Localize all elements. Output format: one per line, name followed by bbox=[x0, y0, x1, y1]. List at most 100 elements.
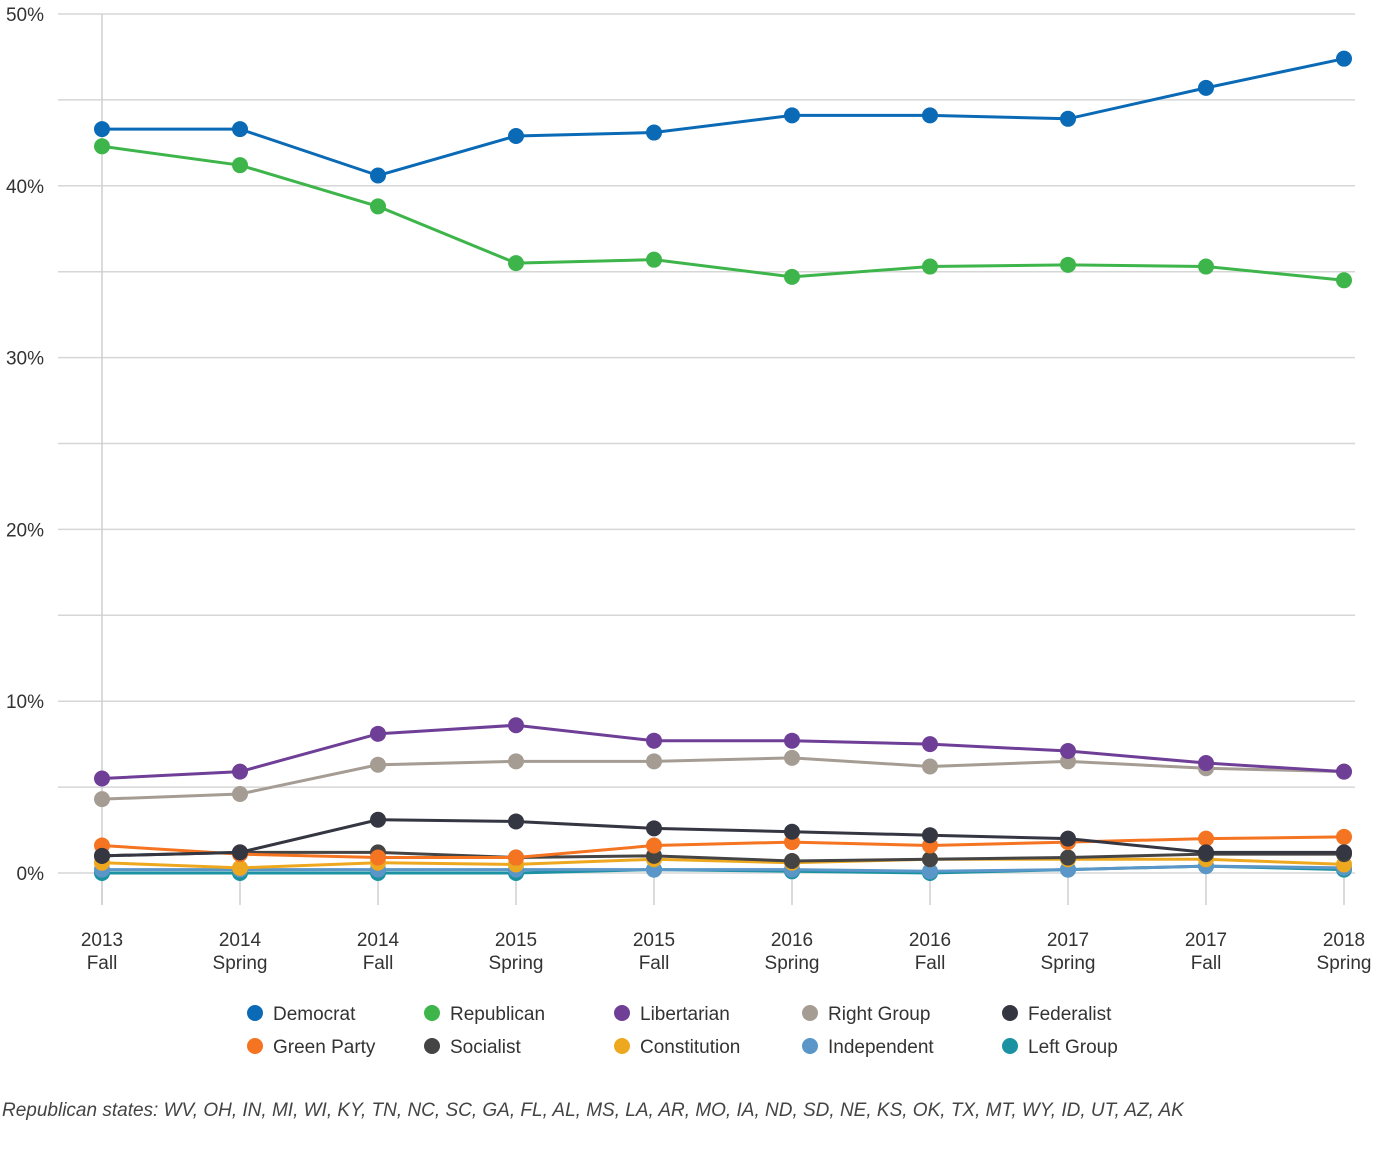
x-tick-label: Fall bbox=[363, 953, 394, 974]
x-tick-label: Fall bbox=[639, 953, 670, 974]
data-point bbox=[94, 791, 110, 808]
data-point bbox=[922, 827, 938, 844]
x-tick-label: 2014 bbox=[357, 930, 400, 951]
data-point bbox=[1198, 830, 1214, 847]
data-point bbox=[232, 859, 248, 876]
series-line bbox=[101, 723, 1345, 781]
legend-marker bbox=[1002, 1005, 1018, 1021]
series-line bbox=[101, 850, 1344, 863]
data-point bbox=[784, 823, 800, 840]
legend-marker bbox=[802, 1005, 818, 1021]
legend-label: Socialist bbox=[450, 1037, 521, 1058]
y-tick-label: 20% bbox=[6, 520, 44, 541]
data-point bbox=[784, 732, 800, 749]
data-point bbox=[94, 121, 110, 138]
data-point bbox=[370, 725, 386, 742]
data-point bbox=[1198, 844, 1214, 861]
data-point bbox=[1060, 256, 1076, 273]
legend-label: Green Party bbox=[273, 1037, 376, 1058]
legend-marker bbox=[802, 1038, 818, 1054]
y-tick-label: 50% bbox=[6, 5, 44, 26]
legend-item: Federalist bbox=[1002, 1004, 1112, 1025]
y-tick-label: 40% bbox=[6, 177, 44, 198]
data-point bbox=[646, 251, 662, 268]
data-point bbox=[1060, 110, 1076, 127]
x-tick-label: Fall bbox=[915, 953, 946, 974]
data-point bbox=[232, 785, 248, 802]
x-tick-label: 2016 bbox=[771, 930, 813, 951]
data-point bbox=[508, 849, 524, 866]
x-tick-label: Spring bbox=[765, 953, 820, 974]
data-point bbox=[922, 758, 938, 775]
data-point bbox=[508, 717, 524, 734]
data-point bbox=[1060, 743, 1076, 760]
legend-item: Libertarian bbox=[614, 1004, 730, 1025]
x-tick-label: 2015 bbox=[495, 930, 537, 951]
series-line bbox=[101, 857, 1345, 870]
series-line bbox=[101, 818, 1344, 858]
legend-label: Independent bbox=[828, 1037, 934, 1058]
series-line bbox=[101, 835, 1345, 860]
y-tick-label: 30% bbox=[6, 349, 44, 370]
data-point bbox=[232, 157, 248, 174]
series-federalist bbox=[94, 811, 1352, 864]
series-democrat bbox=[94, 50, 1352, 184]
data-point bbox=[1336, 763, 1352, 780]
legend-marker bbox=[247, 1038, 263, 1054]
legend-item: Socialist bbox=[424, 1037, 521, 1058]
series-line bbox=[101, 144, 1345, 282]
data-point bbox=[922, 851, 938, 868]
x-tick-label: 2017 bbox=[1185, 930, 1227, 951]
data-point bbox=[370, 198, 386, 215]
data-point bbox=[508, 813, 524, 830]
data-point bbox=[370, 167, 386, 184]
data-point bbox=[1336, 828, 1352, 845]
legend-item: Constitution bbox=[614, 1037, 740, 1058]
data-point bbox=[922, 258, 938, 275]
data-point bbox=[646, 124, 662, 141]
data-point bbox=[1336, 272, 1352, 289]
data-point bbox=[508, 753, 524, 770]
series-republican bbox=[94, 138, 1352, 289]
legend-item: Right Group bbox=[802, 1004, 930, 1025]
legend-item: Left Group bbox=[1002, 1037, 1118, 1058]
data-point bbox=[646, 753, 662, 770]
x-tick-label: Spring bbox=[213, 953, 268, 974]
data-point bbox=[232, 844, 248, 861]
legend-label: Left Group bbox=[1028, 1037, 1118, 1058]
data-point bbox=[1198, 79, 1214, 96]
data-point bbox=[784, 749, 800, 766]
legend-label: Democrat bbox=[273, 1004, 356, 1025]
data-point bbox=[784, 268, 800, 285]
series-libertarian bbox=[94, 717, 1352, 787]
x-tick-label: 2013 bbox=[81, 930, 123, 951]
data-point bbox=[1336, 844, 1352, 861]
data-point bbox=[508, 255, 524, 272]
data-point bbox=[646, 820, 662, 837]
legend-label: Libertarian bbox=[640, 1004, 730, 1025]
y-tick-label: 10% bbox=[6, 692, 44, 713]
data-point bbox=[94, 138, 110, 155]
data-point bbox=[784, 107, 800, 124]
legend-marker bbox=[614, 1005, 630, 1021]
legend-label: Constitution bbox=[640, 1037, 740, 1058]
data-point bbox=[922, 107, 938, 124]
data-point bbox=[1336, 50, 1352, 67]
legend-item: Republican bbox=[424, 1004, 545, 1025]
legend-marker bbox=[614, 1038, 630, 1054]
y-tick-label: 0% bbox=[17, 864, 45, 885]
legend-marker bbox=[424, 1038, 440, 1054]
data-point bbox=[508, 127, 524, 144]
x-tick-label: 2014 bbox=[219, 930, 262, 951]
series-line bbox=[101, 756, 1345, 801]
series-right-group bbox=[94, 749, 1352, 808]
data-point bbox=[94, 770, 110, 787]
x-tick-label: 2018 bbox=[1323, 930, 1365, 951]
legend-item: Democrat bbox=[247, 1004, 356, 1025]
footnote: Republican states: WV, OH, IN, MI, WI, K… bbox=[2, 1100, 1184, 1121]
data-point bbox=[784, 852, 800, 869]
x-tick-label: Fall bbox=[1191, 953, 1222, 974]
x-tick-label: 2015 bbox=[633, 930, 675, 951]
data-point bbox=[370, 811, 386, 828]
